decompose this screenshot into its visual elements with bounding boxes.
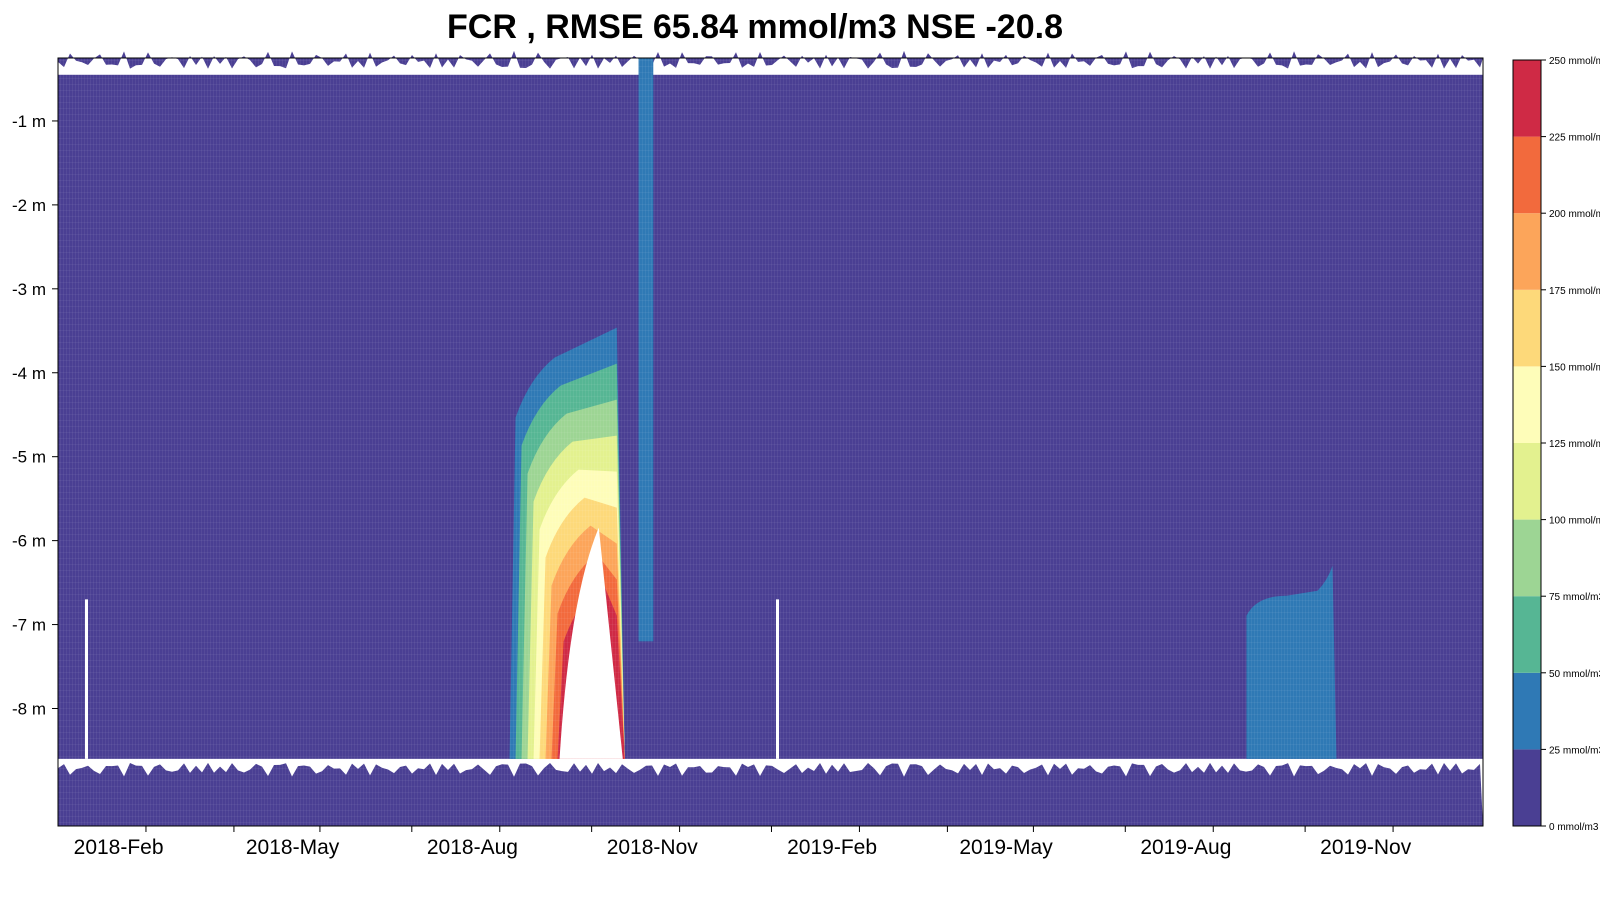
y-tick-label: -5 m: [12, 448, 46, 467]
y-tick-label: -6 m: [12, 532, 46, 551]
colorbar-label: 25 mmol/m3: [1549, 745, 1600, 756]
colorbar-band: [1513, 596, 1541, 673]
colorbar-band: [1513, 60, 1541, 137]
y-tick-label: -8 m: [12, 699, 46, 718]
colorbar-label: 100 mmol/m3: [1549, 516, 1600, 527]
colorbar-band: [1513, 136, 1541, 214]
colorbar-label: 200 mmol/m3: [1549, 209, 1600, 220]
colorbar-label: 50 mmol/m3: [1549, 669, 1600, 680]
x-tick-label: 2019-Feb: [787, 836, 877, 859]
colorbar-label: 175 mmol/m3: [1549, 286, 1600, 297]
colorbar-legend: 0 mmol/m3 25 mmol/m3 50 mmol/m3 75 mmol/m3 1…: [1512, 56, 1600, 833]
chart-title: FCR , RMSE 65.84 mmol/m3 NSE -20.8: [447, 8, 1063, 46]
x-tick-label: 2018-May: [246, 836, 340, 859]
plot-area: [57, 50, 1484, 827]
x-tick-label: 2019-Aug: [1140, 836, 1231, 859]
colorbar-label: 75 mmol/m3: [1549, 592, 1600, 603]
colorbar-label: 250 mmol/m3: [1549, 56, 1600, 67]
x-tick-label: 2018-Aug: [427, 836, 518, 859]
colorbar-label: 125 mmol/m3: [1549, 439, 1600, 450]
y-tick-label: -4 m: [12, 364, 46, 383]
colorbar-band: [1513, 749, 1541, 826]
colorbar-band: [1513, 289, 1541, 367]
colorbar-label: 0 mmol/m3: [1549, 822, 1599, 833]
colorbar-label: 225 mmol/m3: [1549, 133, 1600, 144]
plot-frame: [57, 57, 1484, 827]
colorbar-band: [1513, 672, 1541, 750]
y-tick-label: -2 m: [12, 196, 46, 215]
x-tick-label: 2019-May: [959, 836, 1053, 859]
colorbar-band: [1513, 213, 1541, 290]
y-tick-label: -3 m: [12, 280, 46, 299]
colorbar-label: 150 mmol/m3: [1549, 362, 1600, 373]
y-axis: -1 m -2 m -3 m -4 m -5 m -6 m -7 m -8 m: [12, 112, 58, 718]
x-tick-label: 2019-Nov: [1320, 836, 1412, 859]
colorbar-band: [1513, 519, 1541, 597]
x-axis: 2018-Feb 2018-May 2018-Aug 2018-Nov 2019-Feb…: [74, 826, 1412, 859]
colorbar-band: [1513, 443, 1541, 520]
y-tick-label: -1 m: [12, 112, 46, 131]
colorbar-band: [1513, 366, 1541, 443]
x-tick-label: 2018-Feb: [74, 836, 164, 859]
grid-texture: [58, 58, 1483, 826]
x-tick-label: 2018-Nov: [607, 836, 699, 859]
y-tick-label: -7 m: [12, 616, 46, 635]
